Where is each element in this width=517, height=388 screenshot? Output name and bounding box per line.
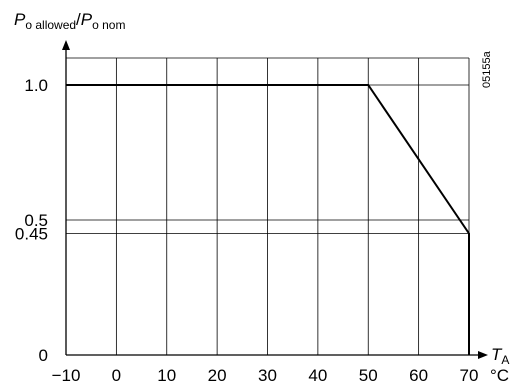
y-axis-title-sub2: o nom [92,18,125,32]
y-tick-labels: 0 0.450.5 1.0 [15,76,48,365]
x-axis-unit: °C [490,366,509,385]
x-tick-labels: −10 0 10 20 30 40 50 60 70 [52,366,479,385]
x-axis-title-sub: A [501,353,509,367]
y-tick-label-1: 0.45 [15,225,48,244]
x-tick-label-8: 70 [460,366,479,385]
x-tick-label-5: 40 [308,366,327,385]
grid [66,57,470,355]
y-axis-title-main2: P [81,10,93,29]
x-tick-label-7: 60 [409,366,428,385]
y-tick-label-3: 1.0 [24,76,48,95]
y-tick-label-0: 0 [39,346,48,365]
axes [62,40,488,359]
x-tick-label-2: 10 [157,366,176,385]
y-axis-title-sep: / [76,10,81,29]
figure-code: 05155a [481,50,493,88]
x-axis-title-main: T [491,345,503,364]
x-tick-label-1: 0 [112,366,121,385]
x-axis-arrow [478,351,488,359]
x-tick-label-0: −10 [52,366,81,385]
x-tick-label-3: 20 [208,366,227,385]
x-axis-title: TA [491,345,509,367]
y-axis-title: Po allowed/Po nom [14,10,125,32]
series-line-0 [66,84,470,355]
series-layer [66,84,470,355]
y-axis-arrow [62,40,70,50]
y-tick-label-2: 0.5 [24,211,48,230]
x-tick-label-6: 50 [359,366,378,385]
y-axis-title-sub: o allowed [25,18,76,32]
y-axis-title-main: P [14,10,26,29]
x-tick-label-4: 30 [258,366,277,385]
